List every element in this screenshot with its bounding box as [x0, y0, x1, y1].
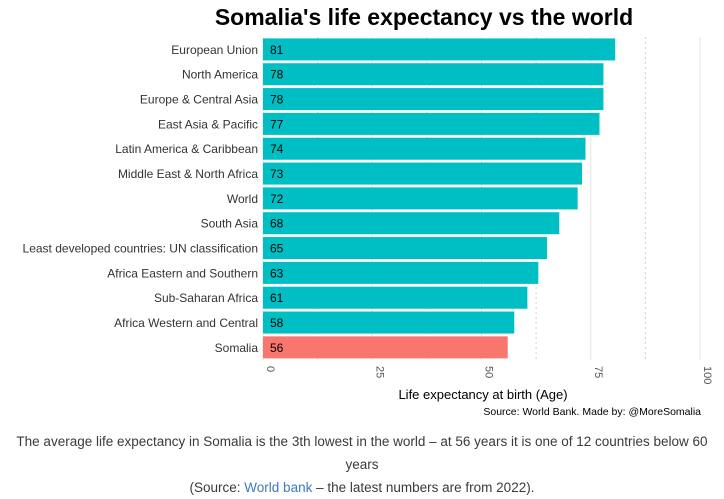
bar — [263, 311, 515, 334]
bar — [263, 162, 583, 185]
caption-prefix: (Source: — [189, 480, 245, 495]
chart: 0 25 50 75 100 81 European Union 78 North Americ… — [23, 4, 713, 418]
bar — [263, 212, 560, 235]
caption-line-2: (Source: World bank – the latest numbers… — [0, 476, 724, 499]
bar-value-label: 72 — [270, 192, 284, 206]
bar — [263, 137, 586, 160]
x-tick-label: 25 — [373, 366, 385, 378]
category-label: World — [227, 192, 258, 206]
category-label: Africa Eastern and Southern — [107, 266, 258, 280]
chart-title: Somalia's life expectancy vs the world — [215, 4, 633, 30]
labels: 0 25 50 75 100 81 European Union 78 North Americ… — [23, 43, 713, 384]
category-label: Africa Western and Central — [114, 316, 258, 330]
x-tick-label: 100 — [701, 366, 713, 384]
category-label: Sub-Saharan Africa — [154, 291, 258, 305]
bars — [263, 38, 616, 359]
bar — [263, 38, 616, 61]
bar — [263, 237, 548, 260]
x-tick-label: 50 — [483, 366, 495, 378]
category-label: South Asia — [201, 217, 259, 231]
category-label: European Union — [171, 43, 258, 57]
bar-value-label: 81 — [270, 43, 284, 57]
category-label: Somalia — [215, 341, 259, 355]
bar-value-label: 58 — [270, 316, 284, 330]
category-label: North America — [182, 68, 258, 82]
x-tick-label: 75 — [592, 366, 604, 378]
bar-value-label: 78 — [270, 68, 284, 82]
category-label: Least developed countries: UN classifica… — [23, 242, 258, 256]
bar — [263, 261, 539, 284]
bar-value-label: 61 — [270, 291, 284, 305]
bar — [263, 286, 528, 309]
caption-line-1: The average life expectancy in Somalia i… — [16, 434, 708, 472]
source-note: Source: World Bank. Made by: @MoreSomali… — [483, 406, 701, 418]
bar-value-label: 56 — [270, 341, 284, 355]
x-axis-title: Life expectancy at birth (Age) — [398, 387, 567, 402]
world-bank-link[interactable]: World bank — [244, 480, 313, 495]
bar — [263, 88, 604, 111]
bar-value-label: 74 — [270, 142, 284, 156]
bar-value-label: 77 — [270, 117, 284, 131]
bar — [263, 187, 578, 210]
bar — [263, 63, 604, 86]
bar-chart: 0 25 50 75 100 81 European Union 78 North Americ… — [23, 4, 713, 418]
bar-value-label: 78 — [270, 93, 284, 107]
category-label: East Asia & Pacific — [158, 117, 258, 131]
bar-value-label: 68 — [270, 217, 284, 231]
bar — [263, 336, 508, 359]
bar-value-label: 65 — [270, 242, 284, 256]
bar-value-label: 63 — [270, 266, 284, 280]
caption-suffix: – the latest numbers are from 2022). — [312, 480, 535, 495]
category-label: Europe & Central Asia — [140, 93, 258, 107]
bar — [263, 112, 600, 135]
caption: The average life expectancy in Somalia i… — [0, 430, 724, 499]
category-label: Latin America & Caribbean — [115, 142, 258, 156]
category-label: Middle East & North Africa — [118, 167, 258, 181]
x-tick-label: 0 — [264, 366, 276, 372]
bar-value-label: 73 — [270, 167, 284, 181]
